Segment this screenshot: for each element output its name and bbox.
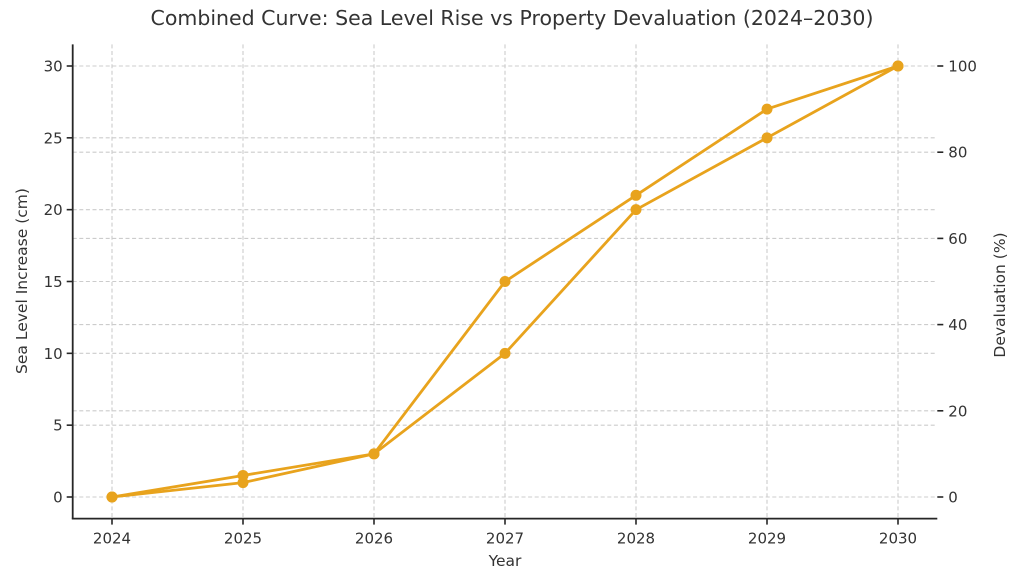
left-tick-label: 0 bbox=[53, 489, 63, 507]
left-tick-label: 10 bbox=[44, 345, 63, 363]
data-point-marker bbox=[499, 276, 511, 287]
data-point-marker bbox=[499, 347, 511, 359]
data-point-marker bbox=[106, 491, 118, 503]
data-point-marker bbox=[237, 469, 249, 481]
x-tick-label: 2027 bbox=[486, 530, 524, 548]
left-tick-label: 15 bbox=[44, 273, 63, 291]
right-tick-label: 60 bbox=[948, 230, 967, 248]
x-axis-label: Year bbox=[488, 552, 522, 570]
x-tick-label: 2024 bbox=[93, 530, 131, 548]
x-tick-label: 2030 bbox=[879, 530, 917, 548]
data-point-marker bbox=[761, 132, 773, 144]
x-tick-label: 2025 bbox=[224, 530, 262, 548]
x-tick-label: 2028 bbox=[617, 530, 655, 548]
data-point-marker bbox=[761, 103, 773, 115]
right-tick-label: 80 bbox=[948, 144, 967, 162]
right-tick-label: 100 bbox=[948, 58, 977, 76]
left-tick-label: 20 bbox=[44, 201, 63, 219]
right-tick-label: 20 bbox=[948, 402, 967, 420]
right-tick-label: 40 bbox=[948, 316, 967, 334]
left-tick-label: 25 bbox=[44, 129, 63, 147]
left-tick-label: 30 bbox=[44, 58, 63, 76]
data-point-marker bbox=[368, 448, 380, 460]
left-tick-label: 5 bbox=[53, 417, 63, 435]
data-point-marker bbox=[630, 189, 642, 201]
data-point-marker bbox=[630, 204, 642, 216]
right-tick-label: 0 bbox=[948, 489, 958, 507]
data-point-marker bbox=[892, 60, 904, 72]
chart-title: Combined Curve: Sea Level Rise vs Proper… bbox=[150, 6, 874, 30]
x-tick-label: 2029 bbox=[748, 530, 786, 548]
x-tick-label: 2026 bbox=[355, 530, 393, 548]
